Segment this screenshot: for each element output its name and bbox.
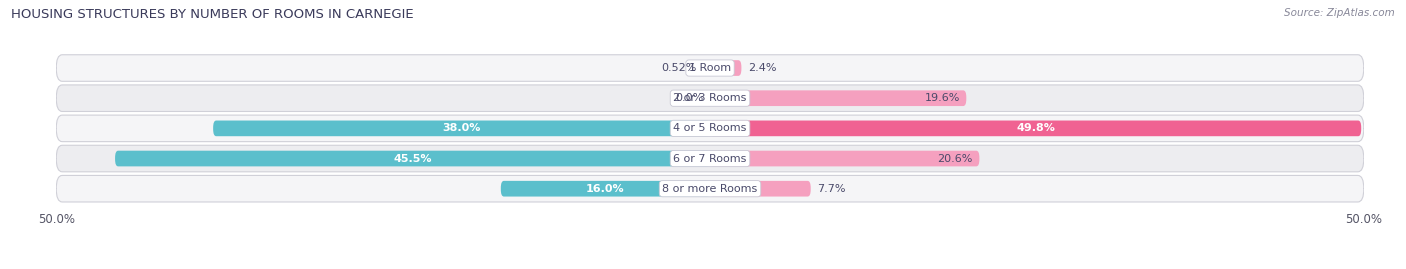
Text: 20.6%: 20.6% xyxy=(938,154,973,164)
Text: 7.7%: 7.7% xyxy=(817,184,846,194)
FancyBboxPatch shape xyxy=(56,85,1364,111)
FancyBboxPatch shape xyxy=(710,90,966,106)
FancyBboxPatch shape xyxy=(214,121,710,136)
Text: 6 or 7 Rooms: 6 or 7 Rooms xyxy=(673,154,747,164)
Text: 8 or more Rooms: 8 or more Rooms xyxy=(662,184,758,194)
Text: 0.0%: 0.0% xyxy=(675,93,703,103)
FancyBboxPatch shape xyxy=(115,151,710,167)
Text: 38.0%: 38.0% xyxy=(443,123,481,133)
Text: 19.6%: 19.6% xyxy=(924,93,960,103)
Text: 16.0%: 16.0% xyxy=(586,184,624,194)
Text: 2.4%: 2.4% xyxy=(748,63,776,73)
FancyBboxPatch shape xyxy=(710,121,1361,136)
Text: HOUSING STRUCTURES BY NUMBER OF ROOMS IN CARNEGIE: HOUSING STRUCTURES BY NUMBER OF ROOMS IN… xyxy=(11,8,413,21)
FancyBboxPatch shape xyxy=(56,145,1364,172)
FancyBboxPatch shape xyxy=(710,151,980,167)
Text: 49.8%: 49.8% xyxy=(1017,123,1054,133)
Text: 4 or 5 Rooms: 4 or 5 Rooms xyxy=(673,123,747,133)
FancyBboxPatch shape xyxy=(710,181,811,197)
Text: 0.52%: 0.52% xyxy=(661,63,697,73)
Text: 1 Room: 1 Room xyxy=(689,63,731,73)
FancyBboxPatch shape xyxy=(501,181,710,197)
Legend: Owner-occupied, Renter-occupied: Owner-occupied, Renter-occupied xyxy=(585,266,835,269)
FancyBboxPatch shape xyxy=(56,55,1364,81)
Text: 45.5%: 45.5% xyxy=(394,154,432,164)
FancyBboxPatch shape xyxy=(56,175,1364,202)
FancyBboxPatch shape xyxy=(703,60,710,76)
FancyBboxPatch shape xyxy=(710,60,741,76)
FancyBboxPatch shape xyxy=(56,115,1364,142)
Text: Source: ZipAtlas.com: Source: ZipAtlas.com xyxy=(1284,8,1395,18)
Text: 2 or 3 Rooms: 2 or 3 Rooms xyxy=(673,93,747,103)
